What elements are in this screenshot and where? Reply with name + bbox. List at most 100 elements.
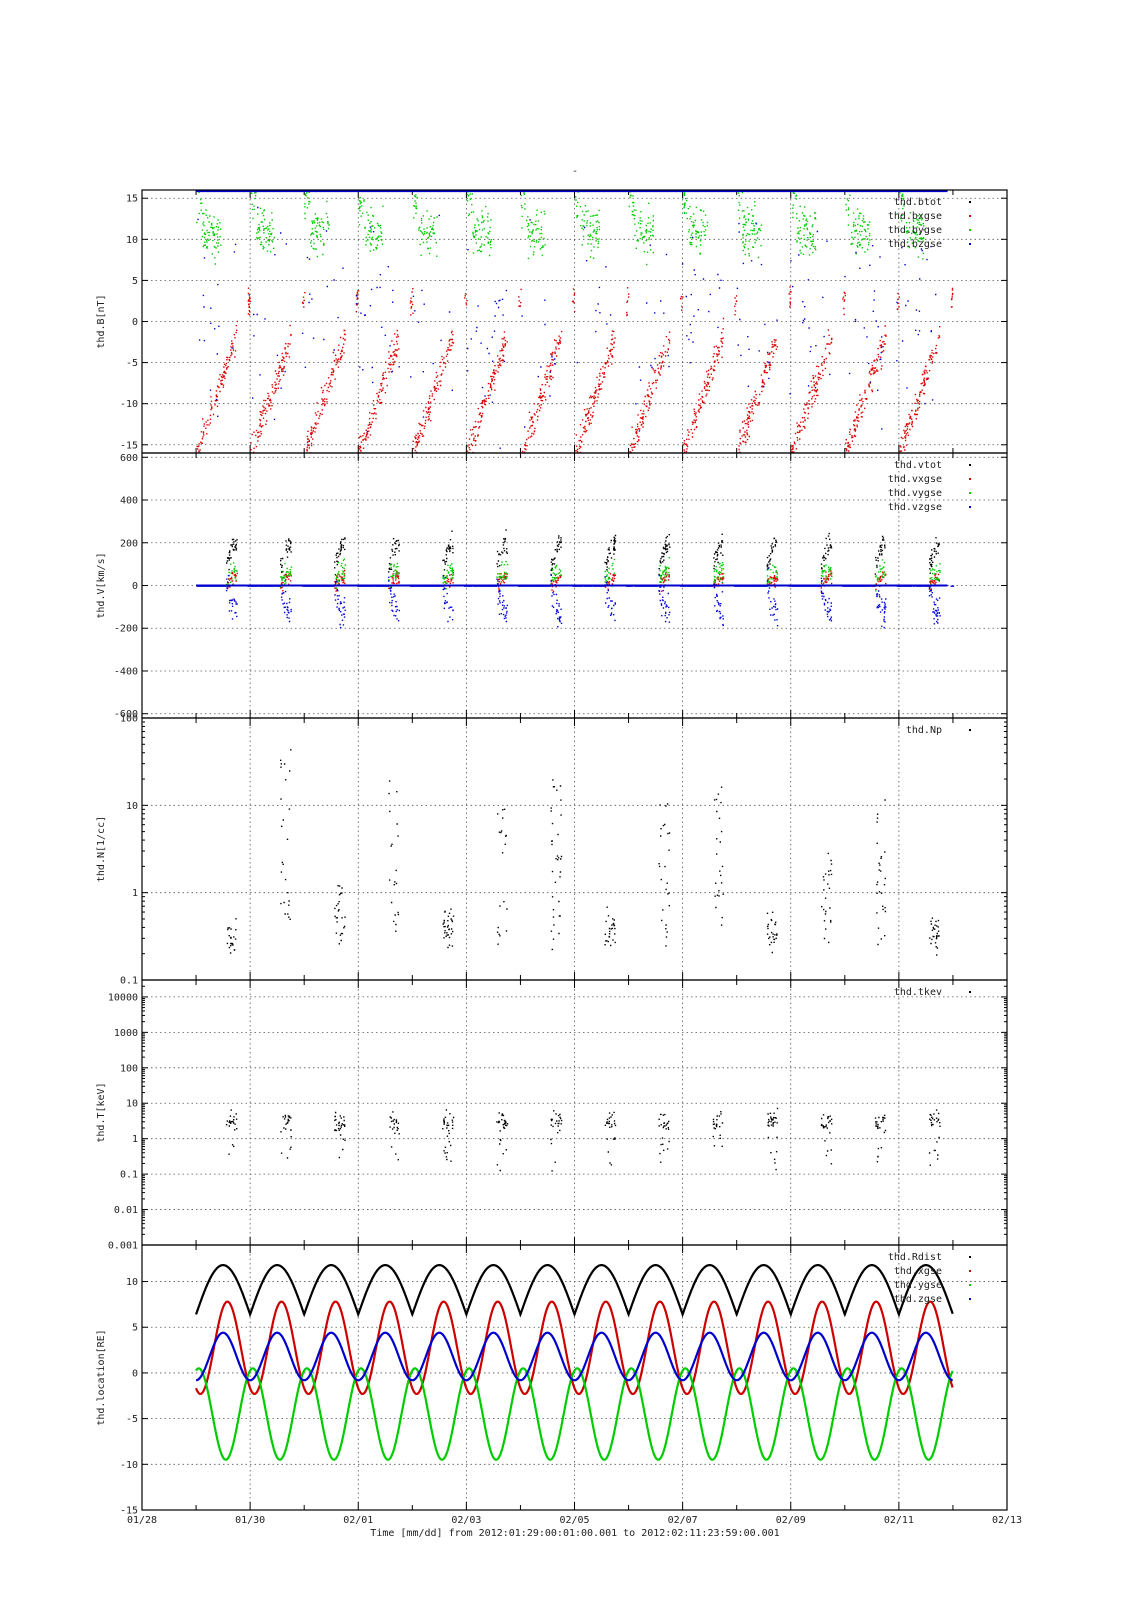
panel-T-legend: thd.tkev xyxy=(894,987,971,998)
panel-V-legend: thd.vtot thd.vxgse thd.vygse thd.vzgse xyxy=(888,460,971,513)
y-tick-label: 5 xyxy=(132,1323,138,1334)
y-tick-label: 0 xyxy=(132,317,138,328)
panel-V-ylabel: thd.V[km/s] xyxy=(96,552,107,618)
y-tick-label: -10 xyxy=(120,1460,138,1471)
y-tick-label: 10 xyxy=(126,1099,138,1110)
panel-L-ylabel: thd.location[RE] xyxy=(96,1329,107,1425)
series-thd.tkev-points xyxy=(225,1107,941,1172)
legend-marker xyxy=(969,243,971,245)
y-tick-label: -15 xyxy=(120,440,138,451)
y-tick-label: 1 xyxy=(132,1134,138,1145)
legend-marker xyxy=(969,1298,971,1300)
legend-label: thd.Np xyxy=(906,725,942,736)
legend-marker xyxy=(969,1284,971,1286)
y-tick-label: 200 xyxy=(120,538,138,549)
legend-label: thd.vtot xyxy=(894,460,942,471)
y-tick-label: -10 xyxy=(120,399,138,410)
series-thd.bzgse-points xyxy=(197,206,937,449)
panel-B-legend: thd.btot thd.bxgse thd.bygse thd.bzgse xyxy=(888,197,971,250)
panel-V: 600 400 200 0 -200 -400 -600 thd.V[km/s] thd.vto… xyxy=(96,452,1008,720)
y-tick-label: 0.1 xyxy=(120,976,138,987)
x-tick-label: 02/13 xyxy=(992,1515,1022,1526)
legend-label: thd.zgse xyxy=(894,1294,942,1305)
legend-marker xyxy=(969,492,971,494)
y-tick-label: -5 xyxy=(126,1414,138,1425)
legend-label: thd.vzgse xyxy=(888,502,942,513)
panel-L: 1050-5-10-15thd.location[RE]thd.Rdistthd… xyxy=(96,1244,1008,1517)
legend-label: thd.bxgse xyxy=(888,211,942,222)
y-tick-label: 0.1 xyxy=(120,1170,138,1181)
panel-T-data xyxy=(225,1107,941,1172)
panel-B-data xyxy=(196,190,954,453)
figure-title: - xyxy=(572,166,578,177)
x-tick-label: 02/03 xyxy=(451,1515,481,1526)
series-thd.bxgse xyxy=(196,286,954,453)
series-thd.Np xyxy=(226,749,940,956)
series-thd.vxgse xyxy=(226,567,941,595)
series-thd.vtot-points xyxy=(226,529,940,576)
panel-T-grid xyxy=(142,980,1007,1245)
series-thd.vzgse xyxy=(196,567,955,629)
y-tick-label: 100 xyxy=(120,714,138,725)
panel-L-legend: thd.Rdist thd.xgse thd.ygse thd.zgse xyxy=(888,1252,971,1305)
legend-marker xyxy=(969,201,971,203)
x-tick-label: 02/01 xyxy=(343,1515,373,1526)
panel-N: 100 10 1 0.1 thd.N[1/cc] thd.Np xyxy=(96,714,1008,987)
y-tick-label: 1 xyxy=(132,888,138,899)
y-tick-label: -5 xyxy=(126,358,138,369)
series-thd.Np-points xyxy=(226,749,940,956)
legend-label: thd.bzgse xyxy=(888,239,942,250)
panel-T: 10000 1000 100 10 1 0.1 0.01 0.001 thd.T[keV] thd… xyxy=(96,979,1008,1252)
series-thd.Rdist xyxy=(195,1264,954,1318)
x-tick-label: 02/11 xyxy=(884,1515,914,1526)
legend-marker xyxy=(969,464,971,466)
legend-label: thd.Rdist xyxy=(888,1252,942,1263)
series-thd.bxgse-points xyxy=(196,286,954,453)
series-thd.zgse xyxy=(196,1331,953,1382)
y-tick-label: 10 xyxy=(126,1277,138,1288)
y-tick-label: 1000 xyxy=(114,1028,138,1039)
legend-marker xyxy=(969,1270,971,1272)
y-tick-label: 100 xyxy=(120,1063,138,1074)
legend-label: thd.xgse xyxy=(894,1266,942,1277)
series-thd.vzgse-points xyxy=(196,567,955,629)
y-tick-label: 15 xyxy=(126,194,138,205)
x-tick-label: 02/09 xyxy=(776,1515,806,1526)
y-tick-label: 0.001 xyxy=(108,1241,138,1252)
y-tick-label: -600 xyxy=(114,709,138,720)
y-tick-label: 0.01 xyxy=(114,1205,138,1216)
series-thd.tkev xyxy=(225,1107,941,1172)
panel-N-legend: thd.Np xyxy=(906,725,971,736)
panel-B: 15 10 5 0 -5 -10 -15 thd.B[nT] thd.btot thd.bxgse… xyxy=(96,189,1008,454)
y-tick-label: -400 xyxy=(114,666,138,677)
legend-marker xyxy=(969,229,971,231)
panel-B-ylabel: thd.B[nT] xyxy=(96,294,107,348)
legend-label: thd.vygse xyxy=(888,488,942,499)
legend-marker xyxy=(969,1256,971,1258)
panel-V-data xyxy=(196,529,955,629)
y-tick-label: 10 xyxy=(126,235,138,246)
panel-N-ylabel: thd.N[1/cc] xyxy=(96,816,107,882)
panel-L-frame xyxy=(141,1244,1008,1511)
panel-V-grid xyxy=(142,453,1007,718)
series-thd.vtot xyxy=(226,529,940,576)
y-tick-label: 600 xyxy=(120,453,138,464)
legend-label: thd.bygse xyxy=(888,225,942,236)
y-tick-label: -15 xyxy=(120,1506,138,1517)
legend-marker xyxy=(969,729,971,731)
y-tick-label: 10 xyxy=(126,801,138,812)
x-tick-label: 01/30 xyxy=(235,1515,265,1526)
y-tick-label: 5 xyxy=(132,276,138,287)
x-axis-label: Time [mm/dd] from 2012:01:29:00:01:00.00… xyxy=(370,1528,779,1539)
panel-L-data xyxy=(195,1264,954,1461)
series-thd.ygse xyxy=(195,1367,954,1461)
panel-T-ylabel: thd.T[keV] xyxy=(96,1082,107,1142)
series-thd.vxgse-points xyxy=(226,567,941,595)
legend-label: thd.ygse xyxy=(894,1280,942,1291)
series-thd.bygse xyxy=(196,190,925,266)
legend-marker xyxy=(969,991,971,993)
y-tick-label: -200 xyxy=(114,624,138,635)
series-thd.bygse-points xyxy=(196,190,925,266)
y-tick-label: 0 xyxy=(132,1368,138,1379)
